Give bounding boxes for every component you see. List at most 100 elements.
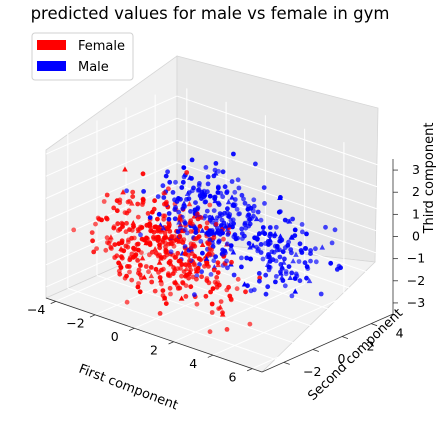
point-male xyxy=(263,291,269,297)
x-tick-label: −4 xyxy=(27,302,45,317)
point-male xyxy=(329,240,335,246)
point-female xyxy=(179,262,185,267)
point-female xyxy=(119,247,124,253)
point-female xyxy=(166,260,172,266)
point-female xyxy=(207,202,213,208)
point-female xyxy=(137,272,143,277)
point-male xyxy=(304,275,309,281)
z-tick-label: 0 xyxy=(412,229,420,244)
point-male xyxy=(279,237,285,243)
z-tick-label: 1 xyxy=(412,206,420,221)
point-male xyxy=(184,190,191,197)
point-female xyxy=(104,235,110,241)
point-female xyxy=(215,260,221,266)
point-female xyxy=(111,225,117,231)
point-male xyxy=(161,195,167,200)
point-male xyxy=(302,260,308,266)
point-female xyxy=(214,275,220,280)
point-female xyxy=(89,230,95,236)
point-female xyxy=(159,281,164,287)
point-male xyxy=(215,190,221,195)
point-male xyxy=(260,256,266,262)
point-female xyxy=(167,228,173,234)
point-female xyxy=(197,224,203,229)
point-female xyxy=(124,220,129,226)
point-male xyxy=(253,161,258,167)
z-tick-label: 3 xyxy=(412,162,420,177)
point-male xyxy=(216,202,222,208)
x-tick xyxy=(207,354,214,358)
point-male xyxy=(280,278,286,283)
point-male xyxy=(232,202,238,208)
x-tick-label: −2 xyxy=(66,316,84,331)
point-male xyxy=(206,232,212,238)
point-male xyxy=(179,185,185,190)
point-male xyxy=(231,234,237,240)
point-female xyxy=(204,220,210,226)
point-male xyxy=(285,243,291,248)
point-female xyxy=(175,250,181,256)
point-male xyxy=(308,251,313,256)
x-tick xyxy=(246,368,253,372)
legend-swatch-male xyxy=(37,61,66,71)
point-female xyxy=(211,235,217,240)
point-female xyxy=(186,256,193,262)
point-female xyxy=(119,240,125,246)
point-male xyxy=(201,193,207,199)
point-female xyxy=(116,260,121,266)
point-female xyxy=(183,294,189,299)
point-male xyxy=(283,271,289,277)
point-male xyxy=(165,169,171,175)
point-male xyxy=(305,266,311,271)
point-male xyxy=(141,189,147,194)
point-female xyxy=(186,201,193,207)
point-male xyxy=(292,276,298,281)
point-female xyxy=(99,217,104,223)
point-female xyxy=(157,311,163,316)
point-female xyxy=(191,252,198,259)
point-male xyxy=(288,234,295,240)
point-female xyxy=(229,259,234,265)
point-female xyxy=(140,171,146,177)
point-female xyxy=(203,252,210,259)
point-male xyxy=(198,191,204,197)
point-male xyxy=(180,179,186,185)
point-male xyxy=(277,247,282,253)
x-axis-label: First component xyxy=(77,362,180,414)
point-female xyxy=(190,274,196,280)
point-male xyxy=(262,201,267,206)
point-male xyxy=(224,258,230,264)
point-female xyxy=(115,221,121,227)
point-male xyxy=(193,200,198,206)
point-female xyxy=(124,273,129,279)
z-axis-label: Third component xyxy=(422,123,437,235)
point-male xyxy=(292,227,298,233)
point-female xyxy=(104,216,110,222)
point-female xyxy=(183,251,188,257)
point-male xyxy=(239,255,244,261)
grid-line xyxy=(45,139,178,199)
point-female xyxy=(191,261,197,267)
point-male xyxy=(239,231,245,237)
point-male xyxy=(261,185,267,191)
point-male xyxy=(282,256,287,262)
point-female xyxy=(228,297,234,303)
point-female xyxy=(155,228,161,234)
point-female xyxy=(209,301,215,307)
point-female xyxy=(104,192,110,198)
point-female xyxy=(135,258,141,263)
point-female xyxy=(130,189,136,195)
point-female xyxy=(133,245,140,252)
point-male xyxy=(289,293,295,299)
point-male xyxy=(260,225,266,230)
point-female xyxy=(161,254,167,260)
point-female xyxy=(168,291,173,297)
point-male xyxy=(257,278,262,284)
point-male xyxy=(172,197,177,203)
point-male xyxy=(293,271,299,277)
point-female xyxy=(211,267,217,273)
point-female xyxy=(148,265,154,270)
point-male xyxy=(328,260,334,266)
point-male xyxy=(225,210,230,216)
point-male xyxy=(236,185,242,191)
